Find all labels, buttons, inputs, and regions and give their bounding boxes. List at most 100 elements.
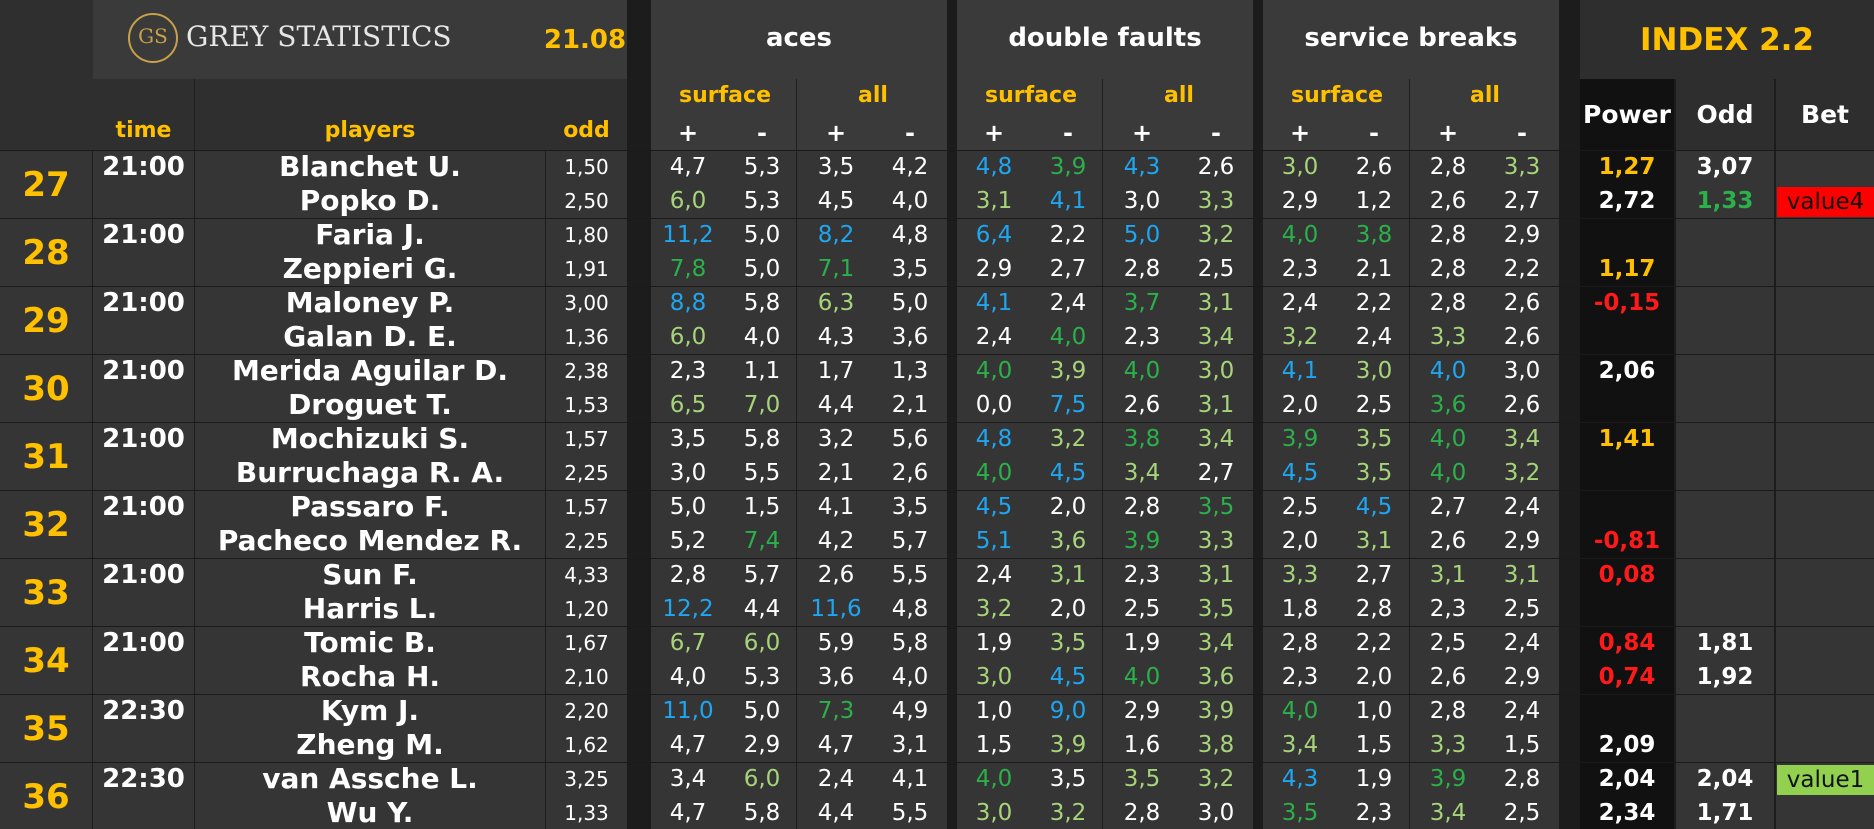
stat-value: 7,8 xyxy=(669,256,707,282)
player-odd: 1,62 xyxy=(564,733,609,757)
stat-value: 2,3 xyxy=(1281,664,1319,690)
stat-value: 2,3 xyxy=(1123,324,1161,350)
header-aces-bg xyxy=(651,0,947,150)
stat-value: 11,2 xyxy=(662,222,714,248)
stat-value: 2,6 xyxy=(891,460,929,486)
divider xyxy=(1102,79,1103,829)
header-odd2-bg xyxy=(1676,79,1774,150)
stat-value: 4,7 xyxy=(669,154,707,180)
minus-header: - xyxy=(1517,119,1527,147)
logo-mark: GS xyxy=(138,24,168,48)
stat-value: 2,3 xyxy=(1355,800,1393,826)
stat-value: 4,1 xyxy=(1281,358,1319,384)
player-odd: 3,00 xyxy=(564,291,609,315)
stat-value: 5,0 xyxy=(743,698,781,724)
stat-value: 3,0 xyxy=(1355,358,1393,384)
stat-value: 2,5 xyxy=(1123,596,1161,622)
col-sb-bg xyxy=(1263,150,1559,829)
stat-value: 4,3 xyxy=(817,324,855,350)
stat-value: 3,2 xyxy=(1197,766,1235,792)
minus-header: - xyxy=(1063,119,1073,147)
stat-value: 6,0 xyxy=(743,630,781,656)
stat-value: 3,5 xyxy=(1281,800,1319,826)
stat-value: 3,8 xyxy=(1355,222,1393,248)
stat-value: 11,6 xyxy=(810,596,862,622)
stat-value: 6,3 xyxy=(817,290,855,316)
stat-value: 1,2 xyxy=(1355,188,1393,214)
stat-value: 5,2 xyxy=(669,528,707,554)
stat-value: 3,1 xyxy=(1355,528,1393,554)
minus-header: - xyxy=(905,119,915,147)
stat-value: 3,4 xyxy=(1281,732,1319,758)
stat-value: 4,0 xyxy=(975,766,1013,792)
stat-value: 3,4 xyxy=(1197,630,1235,656)
stat-value: 2,2 xyxy=(1355,290,1393,316)
stat-value: 2,8 xyxy=(1429,290,1467,316)
stat-value: 2,9 xyxy=(1123,698,1161,724)
col-aces-bg xyxy=(651,150,947,829)
power-value: 0,74 xyxy=(1598,664,1656,690)
stat-value: 2,4 xyxy=(1049,290,1087,316)
stat-value: 1,5 xyxy=(1503,732,1541,758)
match-number: 34 xyxy=(22,641,70,681)
player-odd: 1,36 xyxy=(564,325,609,349)
stat-value: 12,2 xyxy=(662,596,714,622)
player-odd: 2,10 xyxy=(564,665,609,689)
stat-value: 1,0 xyxy=(1355,698,1393,724)
stat-value: 2,0 xyxy=(1281,528,1319,554)
plus-header: + xyxy=(1289,119,1311,147)
stat-value: 5,0 xyxy=(743,222,781,248)
stat-value: 2,0 xyxy=(1281,392,1319,418)
stat-value: 4,7 xyxy=(669,732,707,758)
stat-value: 3,5 xyxy=(891,494,929,520)
stat-value: 4,5 xyxy=(1355,494,1393,520)
stat-value: 3,5 xyxy=(669,426,707,452)
stat-value: 3,1 xyxy=(1197,392,1235,418)
player-name: Faria J. xyxy=(315,218,425,251)
stat-value: 3,9 xyxy=(1429,766,1467,792)
minus-header: - xyxy=(757,119,767,147)
stat-value: 2,6 xyxy=(1503,324,1541,350)
power-value: -0,15 xyxy=(1593,290,1661,316)
bet-header: Bet xyxy=(1801,100,1849,129)
all-header: all xyxy=(1164,83,1194,108)
stat-value: 4,1 xyxy=(975,290,1013,316)
stat-value: 3,5 xyxy=(1123,766,1161,792)
stat-value: 5,8 xyxy=(891,630,929,656)
col-odd-bg xyxy=(546,150,627,829)
stat-value: 6,5 xyxy=(669,392,707,418)
index-odd-value: 1,81 xyxy=(1696,630,1754,656)
stat-value: 2,4 xyxy=(817,766,855,792)
stat-value: 6,0 xyxy=(669,188,707,214)
player-odd: 1,57 xyxy=(564,427,609,451)
player-odd: 4,33 xyxy=(564,563,609,587)
stat-value: 2,5 xyxy=(1355,392,1393,418)
stat-value: 4,4 xyxy=(817,800,855,826)
stat-value: 3,4 xyxy=(1123,460,1161,486)
stat-value: 6,7 xyxy=(669,630,707,656)
match-time: 21:00 xyxy=(102,356,185,386)
stat-value: 4,5 xyxy=(975,494,1013,520)
stat-value: 2,8 xyxy=(1429,256,1467,282)
match-time: 22:30 xyxy=(102,764,185,794)
stat-value: 2,7 xyxy=(1503,188,1541,214)
row-separator xyxy=(0,762,1874,763)
power-value: 2,34 xyxy=(1598,800,1656,826)
stat-value: 2,4 xyxy=(975,324,1013,350)
plus-header: + xyxy=(677,119,699,147)
match-number: 27 xyxy=(22,165,70,205)
stat-value: 4,8 xyxy=(891,222,929,248)
stat-value: 3,2 xyxy=(1503,460,1541,486)
player-odd: 1,91 xyxy=(564,257,609,281)
power-value: 1,27 xyxy=(1598,154,1656,180)
player-name: Kym J. xyxy=(320,694,420,727)
stat-value: 5,8 xyxy=(743,290,781,316)
stat-value: 3,5 xyxy=(1355,460,1393,486)
player-odd: 1,80 xyxy=(564,223,609,247)
player-name: Zeppieri G. xyxy=(282,252,458,285)
stat-value: 4,7 xyxy=(669,800,707,826)
stat-value: 3,3 xyxy=(1429,732,1467,758)
bet-badge-bg xyxy=(1777,187,1874,217)
player-odd: 2,25 xyxy=(564,529,609,553)
stat-value: 2,0 xyxy=(1049,494,1087,520)
